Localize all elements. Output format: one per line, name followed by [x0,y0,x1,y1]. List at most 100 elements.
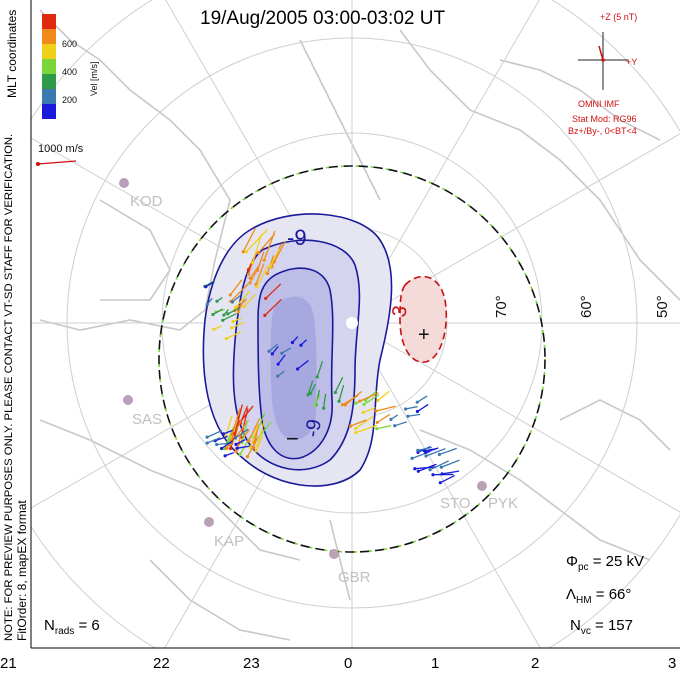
velocity-vector [232,294,242,303]
velocity-vector [206,437,221,444]
velocity-vector-origin [205,435,209,439]
colorbar-block [42,44,56,59]
contour-label-neg-1: -9 [287,225,307,250]
velocity-vector-origin [424,454,428,458]
velocity-vector-origin [415,400,419,404]
velocity-vector [350,419,367,427]
velocity-vector [235,428,249,439]
velocity-vector [249,263,261,279]
station-marker-gbr [329,549,339,559]
velocity-vector [243,293,256,308]
velocity-vector [254,421,272,443]
station-marker-kod [119,178,129,188]
velocity-vector-origin [255,285,259,289]
velocity-vector [227,307,240,315]
velocity-vector [414,466,436,470]
velocity-vector [265,283,282,299]
coastlines [39,9,680,641]
velocity-vector [255,263,265,285]
velocity-vector-origin [256,251,260,255]
velocity-vector-origin [428,468,432,472]
velocity-vector [355,415,374,430]
velocity-vector-origin [245,455,250,459]
station-sto: STO [440,495,471,512]
velocity-vector [417,403,429,413]
velocity-vector-origin [358,399,362,403]
station-marker-kap [204,517,214,527]
velocity-vector-origin [354,431,358,435]
positive-cell [399,275,448,363]
velocity-vector-origin [204,285,208,289]
velocity-vector [231,322,244,329]
velocity-vector [322,393,327,409]
velocity-vector-origin [265,271,269,276]
velocity-vector [205,281,215,288]
mlt-coordinates-note: MLT coordinates [5,9,19,98]
velocity-vector-origin [340,403,345,407]
velocity-vector [268,343,278,352]
colorbar-block [42,104,56,119]
max-marker: + [418,324,430,346]
imf-source: OMNI IMF [578,99,620,109]
velocity-vector-origin [337,399,341,403]
fitorder-note: FitOrder: 8, mapEX format [15,500,29,641]
velocity-vector-origin [226,312,230,316]
velocity-vector-origin [413,467,417,471]
velocity-vector [264,298,282,316]
velocity-vector [245,228,268,253]
mlt-tick-0: 0 [344,655,353,672]
velocity-vector-origin [248,445,253,450]
colorbar-block [42,59,56,74]
mlt-tick-23: 23 [243,655,260,672]
velocity-vector-origin [431,473,435,477]
velocity-vector [249,423,259,448]
velocity-vector [235,438,246,445]
velocity-vector [230,283,249,302]
velocity-vector [342,395,359,406]
velocity-vector-origin [205,302,209,306]
velocity-vector-origin [315,375,319,379]
velocity-vector [222,313,237,321]
velocity-vector [256,265,269,288]
velocity-vector-origin [376,398,380,403]
velocity-vector [359,392,379,402]
velocity-vector [248,418,261,442]
imf-z-label: +Z (5 nT) [600,12,638,22]
colorbar-tick-400: 400 [62,67,77,77]
velocity-vector-origin [219,446,224,451]
velocity-vector-origin [221,432,226,436]
velocity-vector-origin [215,442,219,447]
station-pyk: PYK [488,495,518,512]
velocity-vector-origin [233,436,238,440]
velocity-vector-origin [267,349,271,353]
velocity-vector-origin [354,426,358,431]
velocity-vector-origin [233,305,238,310]
velocity-vector [255,434,264,452]
velocity-vector-origin [238,453,242,457]
velocity-vector [297,360,309,370]
velocity-vector-origin [361,410,365,415]
velocity-vector [307,380,314,396]
velocity-vector [249,266,260,284]
colorbar-block [42,74,56,89]
imf-y-label: +Y [626,57,638,67]
velocity-vector-origin [375,420,379,425]
velocity-vector-origin [375,427,379,431]
velocity-vector [212,308,223,316]
velocity-vector [376,425,392,430]
velocity-vector-origin [406,414,410,418]
velocity-vector [338,384,345,402]
velocity-vector-origin [280,351,284,355]
velocity-vector-origin [247,439,251,443]
velocity-vector [257,420,265,446]
velocity-vector [273,240,286,263]
velocity-vector-origin [295,367,300,371]
velocity-vector-origin [299,343,303,347]
velocity-vector-origin [254,449,258,453]
velocity-vector-origin [276,374,280,378]
velocity-vector [407,413,421,417]
imf-condition: Bz+/By-, 0<BT<4 [568,126,637,136]
vector-scale: 1000 m/s [36,143,84,166]
lat-70: 70° [493,295,510,318]
velocity-vector-origin [228,447,232,451]
